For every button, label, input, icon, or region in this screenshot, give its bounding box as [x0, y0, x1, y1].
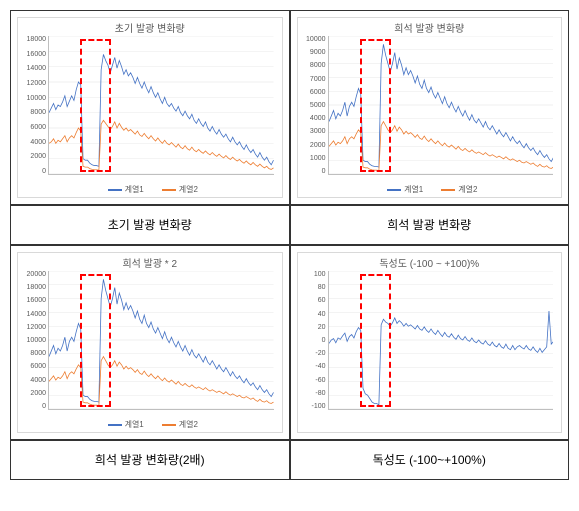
plot-area — [328, 271, 554, 410]
chart-cell-2: 희석 발광 변화량0100020003000400050006000700080… — [290, 10, 570, 205]
highlight-box — [360, 39, 391, 173]
chart-1: 초기 발광 변화량0200040006000800010000120001400… — [17, 17, 283, 198]
chart-title: 독성도 (-100 ~ +100)% — [298, 253, 562, 270]
chart-cell-1: 초기 발광 변화량0200040006000800010000120001400… — [10, 10, 290, 205]
chart-cell-4: 독성도 (-100 ~ +100)%-100-80-60-40-20020406… — [290, 245, 570, 440]
chart-grid: 초기 발광 변화량0200040006000800010000120001400… — [10, 10, 569, 480]
chart-3: 희석 발광 * 20200040006000800010000120001400… — [17, 252, 283, 433]
caption-3: 희석 발광 변화량(2배) — [10, 440, 290, 480]
caption-1: 초기 발광 변화량 — [10, 205, 290, 245]
plot-area — [328, 36, 554, 175]
chart-cell-3: 희석 발광 * 20200040006000800010000120001400… — [10, 245, 290, 440]
legend: 계열1계열2 — [298, 184, 562, 195]
y-axis-labels: -100-80-60-40-20020406080100 — [298, 271, 326, 410]
chart-title: 희석 발광 * 2 — [18, 253, 282, 270]
highlight-box — [80, 274, 111, 408]
caption-2: 희석 발광 변화량 — [290, 205, 570, 245]
plot-area — [48, 36, 274, 175]
highlight-box — [360, 274, 391, 408]
y-axis-labels: 0100020003000400050006000700080009000100… — [298, 36, 326, 175]
legend: 계열1계열2 — [18, 184, 282, 195]
chart-2: 희석 발광 변화량0100020003000400050006000700080… — [297, 17, 563, 198]
y-axis-labels: 0200040006000800010000120001400016000180… — [18, 36, 46, 175]
legend: 계열1계열2 — [18, 419, 282, 430]
chart-title: 초기 발광 변화량 — [18, 18, 282, 35]
y-axis-labels: 0200040006000800010000120001400016000180… — [18, 271, 46, 410]
highlight-box — [80, 39, 111, 173]
chart-title: 희석 발광 변화량 — [298, 18, 562, 35]
chart-4: 독성도 (-100 ~ +100)%-100-80-60-40-20020406… — [297, 252, 563, 433]
caption-4: 독성도 (-100~+100%) — [290, 440, 570, 480]
plot-area — [48, 271, 274, 410]
